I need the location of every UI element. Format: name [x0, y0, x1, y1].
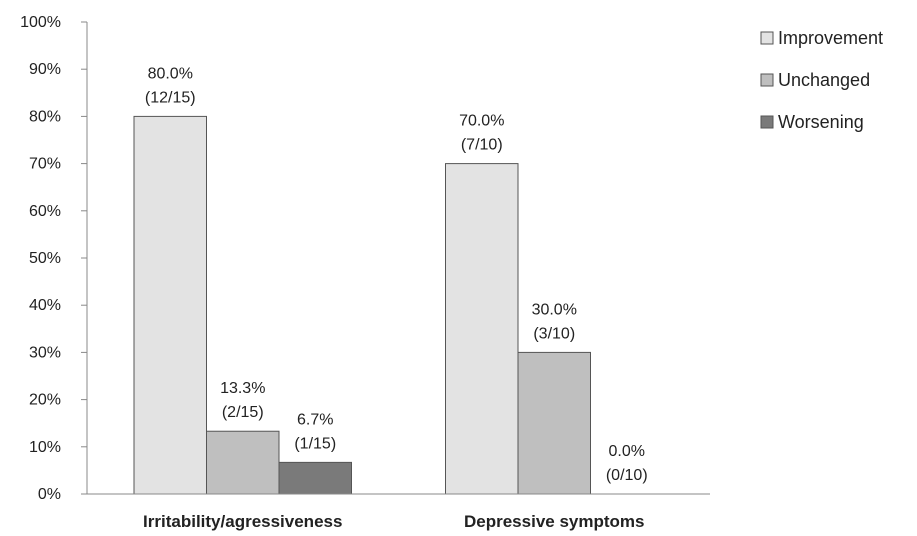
data-label: (1/15): [294, 435, 336, 452]
y-tick-label: 70%: [29, 156, 61, 173]
data-label: (2/15): [222, 404, 264, 421]
bars: [133, 115, 591, 495]
y-tick-label: 10%: [29, 439, 61, 456]
bar-unchanged: [206, 430, 280, 495]
legend-label-worsening: Worsening: [778, 112, 864, 132]
legend-swatch-worsening: [760, 115, 774, 129]
data-labels: 80.0% (12/15) 13.3% (2/15) 6.7% (1/15) 70.0% (7…: [145, 65, 648, 484]
data-label: 0.0%: [609, 443, 645, 460]
data-label: (12/15): [145, 89, 196, 106]
y-tick-label: 0%: [38, 486, 61, 503]
bar-improvement: [133, 115, 207, 495]
data-label: 13.3%: [220, 380, 265, 397]
bar-unchanged: [517, 351, 591, 495]
y-axis: 0% 10% 20% 30% 40% 50% 60% 70% 80% 90% 100%: [20, 14, 88, 503]
data-label: 80.0%: [148, 65, 193, 82]
legend-swatch-improvement: [760, 31, 774, 45]
data-label: (7/10): [461, 137, 503, 154]
data-label: 30.0%: [532, 301, 577, 318]
legend-swatch-unchanged: [760, 73, 774, 87]
y-tick-label: 100%: [20, 14, 61, 31]
y-tick-label: 90%: [29, 61, 61, 78]
data-label: (0/10): [606, 467, 648, 484]
x-axis: Irritability/agressiveness Depressive sym…: [87, 493, 710, 531]
legend-label-unchanged: Unchanged: [778, 70, 870, 90]
x-category-label: Depressive symptoms: [464, 512, 644, 531]
y-tick-label: 40%: [29, 297, 61, 314]
bar-improvement: [445, 163, 519, 495]
data-label: (3/10): [533, 325, 575, 342]
data-label: 70.0%: [459, 113, 504, 130]
y-tick-label: 30%: [29, 344, 61, 361]
y-tick-label: 80%: [29, 108, 61, 125]
legend-label-improvement: Improvement: [778, 28, 883, 48]
data-label: 6.7%: [297, 411, 333, 428]
bar-worsening: [278, 461, 352, 495]
y-tick-label: 20%: [29, 392, 61, 409]
x-category-label: Irritability/agressiveness: [143, 512, 342, 531]
y-tick-label: 60%: [29, 203, 61, 220]
y-tick-label: 50%: [29, 250, 61, 267]
legend: Improvement Unchanged Worsening: [760, 28, 883, 132]
